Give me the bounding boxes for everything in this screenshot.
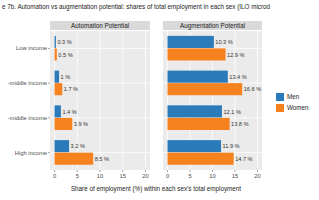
bar xyxy=(55,36,56,48)
title: e 7b. Automation vs augmentation potenti… xyxy=(2,3,271,11)
data-label: 3.2 % xyxy=(71,143,85,149)
tick-label: 20 xyxy=(254,173,260,179)
data-label: 1.7 % xyxy=(64,86,78,92)
grid-line xyxy=(50,83,150,84)
panel-background xyxy=(50,31,150,170)
tick-label: 20 xyxy=(142,173,148,179)
tick-label: 0 xyxy=(53,173,56,179)
tick-mark xyxy=(190,170,191,172)
data-label: 0.3 % xyxy=(57,39,71,45)
tick-mark xyxy=(167,170,168,172)
tick-mark xyxy=(235,170,236,172)
bar xyxy=(55,48,57,60)
category-label: -middle income xyxy=(8,115,47,121)
tick-mark xyxy=(48,117,50,118)
grid-line xyxy=(122,31,123,170)
facet-strip xyxy=(50,21,150,30)
bar xyxy=(168,48,226,60)
tick-label: 0 xyxy=(166,173,169,179)
tick-mark xyxy=(257,170,258,172)
bar xyxy=(55,83,63,95)
facet-title: Augmentation Potential xyxy=(180,22,245,30)
grid-line xyxy=(100,31,101,170)
grid-line xyxy=(145,31,146,170)
data-label: 8.5 % xyxy=(95,156,109,162)
tick-mark xyxy=(48,48,50,49)
bar xyxy=(55,71,60,83)
tick-label: 10 xyxy=(209,173,215,179)
legend-key xyxy=(276,104,284,112)
grid-line xyxy=(50,48,150,49)
tick-label: 15 xyxy=(120,173,126,179)
data-label: 0.5 % xyxy=(58,52,72,58)
legend-label: Women xyxy=(287,104,309,111)
data-label: 1 % xyxy=(61,74,71,80)
tick-mark xyxy=(48,83,50,84)
bar xyxy=(168,83,243,95)
tick-label: 5 xyxy=(76,173,79,179)
chart: e 7b. Automation vs augmentation potenti… xyxy=(0,0,319,200)
data-label: 3.9 % xyxy=(74,121,88,127)
bar xyxy=(168,105,222,117)
data-label: 12.1 % xyxy=(223,109,240,115)
legend-key xyxy=(276,93,284,101)
tick-label: 10 xyxy=(97,173,103,179)
bar xyxy=(55,153,94,165)
data-label: 10.3 % xyxy=(215,39,232,45)
tick-mark xyxy=(100,170,101,172)
axis-label: Share of employment (%) within each sex'… xyxy=(71,185,241,193)
data-label: 14.7 % xyxy=(235,156,252,162)
data-label: 12.9 % xyxy=(227,52,244,58)
facet-title: Automation Potential xyxy=(71,22,129,29)
bar xyxy=(55,140,70,152)
bar xyxy=(168,140,222,152)
tick-mark xyxy=(54,170,55,172)
data-label: 13.4 % xyxy=(229,74,246,80)
bar xyxy=(168,36,214,48)
bar xyxy=(55,105,61,117)
data-label: 13.8 % xyxy=(231,121,248,127)
bar xyxy=(168,71,228,83)
facet-strip xyxy=(163,21,262,30)
data-label: 11.9 % xyxy=(223,143,240,149)
tick-mark xyxy=(145,170,146,172)
tick-label: 5 xyxy=(188,173,191,179)
grid-line xyxy=(257,31,258,170)
tick-mark xyxy=(48,152,50,153)
category-label: Low income xyxy=(16,45,47,51)
tick-mark xyxy=(122,170,123,172)
bar xyxy=(168,118,230,130)
bar xyxy=(55,118,73,130)
data-label: 1.4 % xyxy=(62,109,76,115)
tick-mark xyxy=(77,170,78,172)
tick-label: 15 xyxy=(232,173,238,179)
bars xyxy=(55,36,94,165)
panel-background xyxy=(163,31,262,170)
bar xyxy=(168,153,234,165)
data-label: 16.6 % xyxy=(244,86,261,92)
legend-label: Men xyxy=(287,93,300,100)
category-label: -middle income xyxy=(8,80,47,86)
tick-mark xyxy=(212,170,213,172)
category-label: High income xyxy=(15,150,47,156)
